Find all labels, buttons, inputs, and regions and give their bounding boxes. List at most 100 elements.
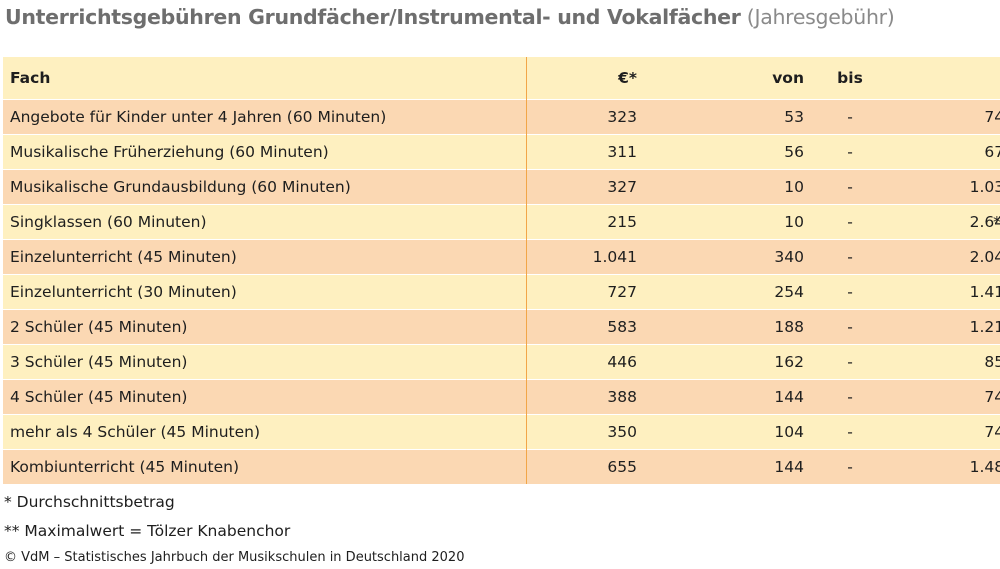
cell-von-value: 53 — [784, 108, 804, 126]
cell-max-value: 744 — [984, 423, 1000, 441]
cell-von-value: 254 — [774, 283, 804, 301]
cell-bis: - — [806, 170, 894, 205]
cell-fach-value: Musikalische Früherziehung (60 Minuten) — [10, 143, 329, 161]
cell-max: 744 — [894, 380, 1000, 415]
cell-fach-value: mehr als 4 Schüler (45 Minuten) — [10, 423, 261, 441]
cell-bis-value: - — [847, 283, 853, 301]
cell-fach-value: 2 Schüler (45 Minuten) — [10, 318, 188, 336]
cell-bis: - — [806, 205, 894, 240]
cell-von-value: 144 — [774, 388, 804, 406]
title-main: Unterrichtsgebühren Grundfächer/Instrume… — [5, 5, 741, 29]
cell-von-value: 340 — [774, 248, 804, 266]
cell-von: 254 — [644, 275, 806, 310]
cell-fach: Musikalische Früherziehung (60 Minuten) — [3, 134, 527, 170]
cell-max: 672 — [894, 135, 1000, 170]
table-row: 4 Schüler (45 Minuten) 388 144 - 744 — [3, 379, 1000, 415]
cell-avg: 388 — [527, 380, 645, 415]
table-row: Angebote für Kinder unter 4 Jahren (60 M… — [3, 99, 1000, 135]
cell-von-value: 162 — [774, 353, 804, 371]
cell-avg: 727 — [527, 275, 645, 310]
cell-max-value: 858 — [984, 353, 1000, 371]
cell-von: 340 — [644, 240, 806, 275]
cell-fach: mehr als 4 Schüler (45 Minuten) — [3, 414, 527, 450]
cell-von-value: 104 — [774, 423, 804, 441]
cell-max: 1.215 — [894, 310, 1000, 345]
cell-avg-value: 311 — [607, 143, 637, 161]
cell-max-value: 1.483 — [969, 458, 1000, 476]
cell-avg-value: 388 — [607, 388, 637, 406]
cell-max-value: 2.040 — [969, 248, 1000, 266]
cell-avg: 323 — [527, 100, 645, 135]
cell-von-value: 56 — [784, 143, 804, 161]
cell-avg-value: 323 — [607, 108, 637, 126]
header-fach: Fach — [3, 57, 527, 100]
cell-fach-value: 3 Schüler (45 Minuten) — [10, 353, 188, 371]
cell-avg-value: 655 — [607, 458, 637, 476]
table-row: Einzelunterricht (30 Minuten) 727 254 - 1.41… — [3, 274, 1000, 310]
cell-avg: 311 — [527, 135, 645, 170]
cell-max-value: 1.215 — [969, 318, 1000, 336]
cell-von: 53 — [644, 100, 806, 135]
table-row: Kombiunterricht (45 Minuten) 655 144 - 1.483 — [3, 449, 1000, 485]
cell-avg: 215 — [527, 205, 645, 240]
cell-von: 10 — [644, 205, 806, 240]
cell-avg-value: 327 — [607, 178, 637, 196]
table-row: Musikalische Früherziehung (60 Minuten) 3… — [3, 134, 1000, 170]
cell-bis-value: - — [847, 388, 853, 406]
cell-max: 1.033 — [894, 170, 1000, 205]
cell-bis-value: - — [847, 213, 853, 231]
table-row: 3 Schüler (45 Minuten) 446 162 - 858 — [3, 344, 1000, 380]
cell-bis-value: - — [847, 143, 853, 161]
cell-avg-value: 1.041 — [592, 248, 637, 266]
cell-avg: 446 — [527, 345, 645, 380]
cell-bis-value: - — [847, 423, 853, 441]
cell-max-value: 1.416 — [969, 283, 1000, 301]
cell-fach-value: Einzelunterricht (30 Minuten) — [10, 283, 237, 301]
cell-max-value: 2.640 — [969, 213, 1000, 231]
cell-fach-value: Einzelunterricht (45 Minuten) — [10, 248, 237, 266]
cell-fach-value: Singklassen (60 Minuten) — [10, 213, 207, 231]
cell-max-value: 744 — [984, 108, 1000, 126]
cell-max-note: ** — [993, 213, 1000, 231]
fees-table: Fach €* von bis € Angebote für Kinder un… — [3, 57, 1000, 484]
cell-bis: - — [806, 275, 894, 310]
cell-fach: 3 Schüler (45 Minuten) — [3, 344, 527, 380]
cell-bis: - — [806, 100, 894, 135]
cell-max: 2.040 — [894, 240, 1000, 275]
footnotes: * Durchschnittsbetrag ** Maximalwert = T… — [4, 488, 290, 546]
cell-bis-value: - — [847, 108, 853, 126]
cell-avg: 583 — [527, 310, 645, 345]
cell-bis-value: - — [847, 178, 853, 196]
cell-avg: 1.041 — [527, 240, 645, 275]
cell-von: 104 — [644, 415, 806, 450]
cell-fach-value: Musikalische Grundausbildung (60 Minuten… — [10, 178, 351, 196]
table-body: Angebote für Kinder unter 4 Jahren (60 M… — [3, 99, 1000, 485]
cell-fach: Musikalische Grundausbildung (60 Minuten… — [3, 169, 527, 205]
title-sub: (Jahresgebühr) — [746, 5, 895, 29]
cell-bis: - — [806, 310, 894, 345]
cell-bis: - — [806, 450, 894, 485]
cell-von-value: 188 — [774, 318, 804, 336]
source-line: © VdM – Statistisches Jahrbuch der Musik… — [4, 550, 465, 565]
cell-von-value: 144 — [774, 458, 804, 476]
header-von: von — [772, 69, 804, 87]
table-row: 2 Schüler (45 Minuten) 583 188 - 1.215 — [3, 309, 1000, 345]
cell-avg-value: 350 — [607, 423, 637, 441]
table-row: Einzelunterricht (45 Minuten) 1.041 340 - 2.… — [3, 239, 1000, 275]
cell-max: 2.640** — [894, 205, 1000, 240]
cell-avg: 350 — [527, 415, 645, 450]
cell-avg-value: 215 — [607, 213, 637, 231]
cell-max: 744 — [894, 415, 1000, 450]
cell-fach: Einzelunterricht (30 Minuten) — [3, 274, 527, 310]
cell-fach-value: Kombiunterricht (45 Minuten) — [10, 458, 240, 476]
cell-bis-value: - — [847, 353, 853, 371]
table-row: mehr als 4 Schüler (45 Minuten) 350 104 - 74… — [3, 414, 1000, 450]
cell-max: 1.483 — [894, 450, 1000, 485]
cell-avg-value: 727 — [607, 283, 637, 301]
cell-von: 56 — [644, 135, 806, 170]
cell-avg: 655 — [527, 450, 645, 485]
cell-fach: 2 Schüler (45 Minuten) — [3, 309, 527, 345]
cell-max: 858 — [894, 345, 1000, 380]
cell-bis: - — [806, 380, 894, 415]
header-bis: bis — [837, 69, 863, 87]
